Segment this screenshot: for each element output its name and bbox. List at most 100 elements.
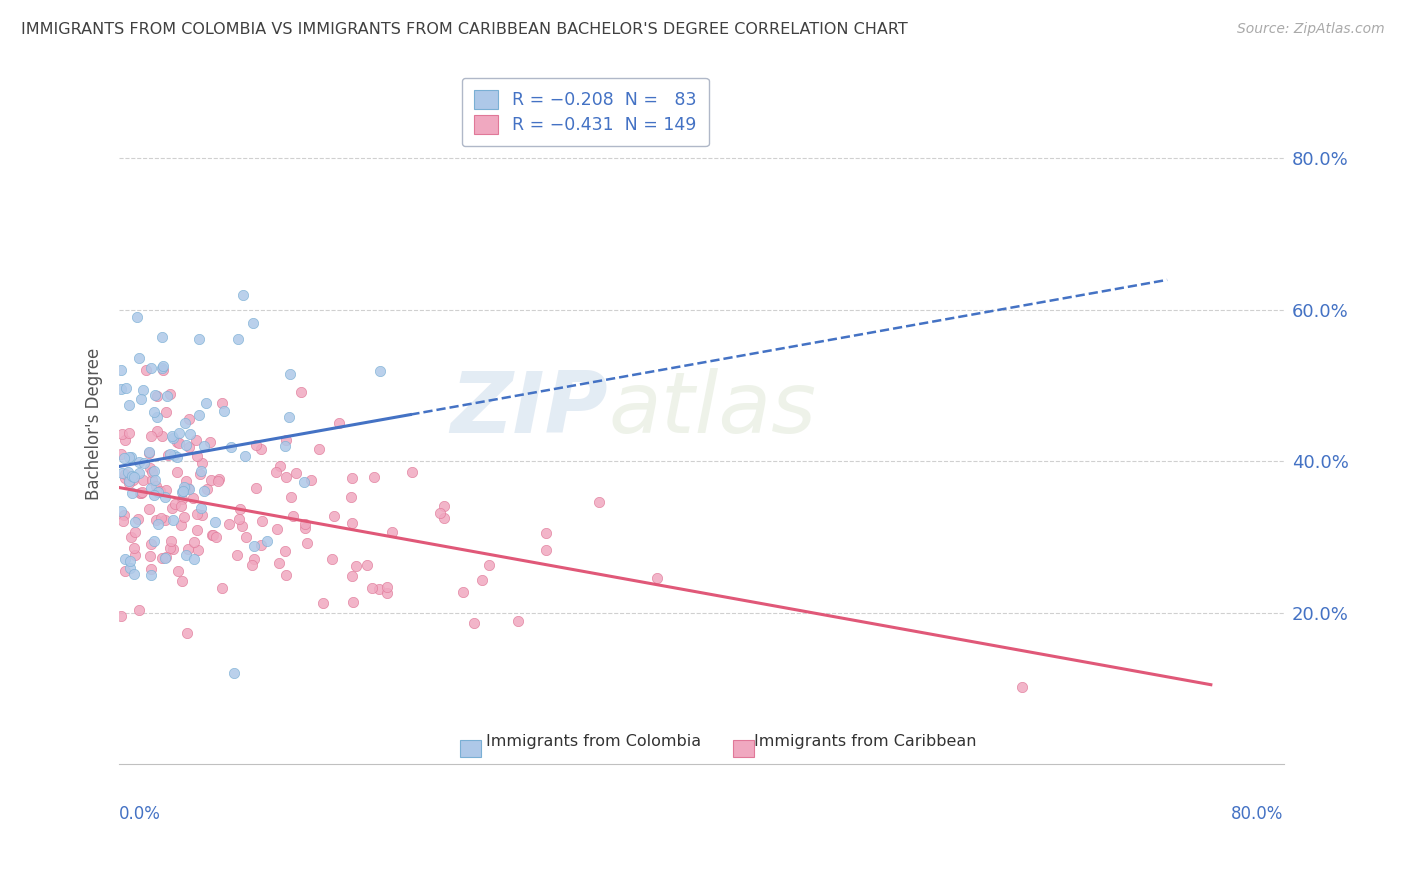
Point: [121, 468, 143, 483]
Point: [170, 491, 193, 506]
Point: [274, 544, 297, 558]
Point: [534, 543, 557, 558]
Point: [114, 471, 136, 485]
Point: [124, 515, 146, 529]
Point: [110, 609, 132, 624]
Point: [232, 287, 254, 301]
Point: [111, 467, 134, 481]
Point: [121, 485, 143, 500]
Point: [356, 558, 378, 573]
Point: [110, 447, 132, 461]
Point: [231, 519, 253, 533]
Point: [114, 467, 136, 482]
Point: [375, 580, 398, 594]
Point: [174, 438, 197, 452]
Text: IMMIGRANTS FROM COLOMBIA VS IMMIGRANTS FROM CARIBBEAN BACHELOR'S DEGREE CORRELAT: IMMIGRANTS FROM COLOMBIA VS IMMIGRANTS F…: [21, 22, 908, 37]
Point: [129, 486, 152, 500]
Point: [177, 481, 200, 495]
Point: [211, 581, 233, 595]
Point: [274, 567, 297, 582]
Point: [146, 424, 169, 438]
Point: [162, 541, 184, 556]
Text: Source: ZipAtlas.com: Source: ZipAtlas.com: [1237, 22, 1385, 37]
Point: [375, 586, 398, 600]
Point: [235, 530, 257, 544]
Point: [451, 584, 474, 599]
Text: ZIP: ZIP: [451, 368, 609, 451]
Point: [205, 530, 228, 544]
Point: [160, 429, 183, 443]
Point: [173, 510, 195, 524]
Point: [170, 518, 193, 533]
Point: [132, 456, 155, 470]
Point: [323, 509, 346, 524]
Point: [166, 450, 188, 464]
Point: [508, 614, 530, 628]
Point: [141, 465, 163, 479]
Point: [120, 450, 142, 464]
Point: [245, 481, 267, 495]
Point: [204, 516, 226, 530]
Point: [274, 469, 297, 483]
Point: [155, 550, 177, 565]
Point: [183, 551, 205, 566]
Point: [131, 485, 153, 500]
Point: [114, 433, 136, 447]
Point: [172, 484, 194, 499]
Point: [433, 500, 456, 514]
Point: [117, 398, 139, 412]
Point: [267, 556, 290, 570]
Point: [110, 383, 132, 397]
Point: [290, 385, 312, 400]
Point: [162, 431, 184, 445]
Point: [195, 482, 218, 496]
Point: [186, 434, 208, 448]
Point: [294, 517, 316, 532]
Point: [163, 497, 186, 511]
Point: [141, 568, 163, 582]
Point: [211, 396, 233, 410]
Point: [110, 363, 132, 377]
Point: [152, 363, 174, 377]
Text: atlas: atlas: [609, 368, 817, 451]
Point: [328, 416, 350, 430]
Point: [172, 485, 194, 500]
Point: [208, 472, 231, 486]
Point: [155, 490, 177, 504]
Point: [471, 574, 494, 588]
Point: [308, 442, 330, 456]
Point: [266, 522, 288, 536]
Point: [242, 316, 264, 330]
Point: [145, 512, 167, 526]
Point: [167, 426, 190, 441]
Point: [142, 533, 165, 548]
Point: [166, 435, 188, 450]
Point: [368, 582, 391, 596]
Point: [264, 465, 287, 479]
Point: [139, 549, 162, 563]
Point: [122, 566, 145, 581]
Point: [240, 558, 263, 572]
Point: [139, 360, 162, 375]
Point: [190, 456, 212, 470]
Point: [201, 528, 224, 542]
Point: [139, 428, 162, 442]
Point: [226, 548, 249, 562]
Point: [188, 467, 211, 481]
Point: [186, 523, 208, 537]
Point: [188, 332, 211, 346]
Point: [588, 495, 610, 509]
Point: [124, 524, 146, 539]
Point: [135, 363, 157, 377]
Point: [250, 514, 273, 528]
Point: [274, 439, 297, 453]
Point: [162, 501, 184, 516]
Point: [269, 459, 291, 474]
Point: [146, 409, 169, 424]
Point: [478, 558, 501, 573]
Point: [146, 484, 169, 499]
Point: [112, 508, 135, 523]
Point: [118, 476, 141, 491]
Point: [218, 516, 240, 531]
Point: [112, 514, 135, 528]
